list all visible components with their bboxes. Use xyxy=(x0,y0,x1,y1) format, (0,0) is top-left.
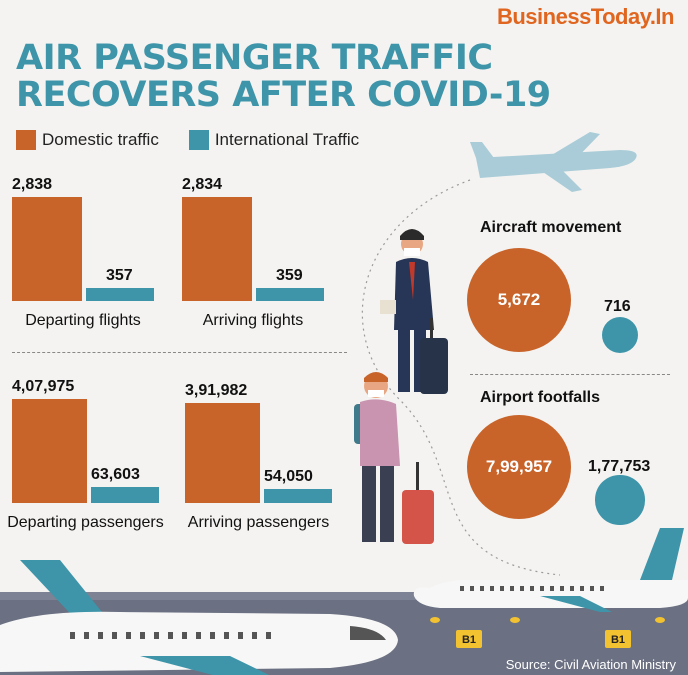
parked-airplane-icon xyxy=(413,528,688,612)
legend-swatch-domestic xyxy=(16,130,36,150)
brand-logo: BusinessToday.In xyxy=(496,4,675,29)
data-label-international: 359 xyxy=(276,266,303,284)
title-line-2: RECOVERS AFTER COVID-19 xyxy=(16,75,551,115)
bubble-domestic xyxy=(467,415,571,519)
data-label-domestic: 2,838 xyxy=(12,176,53,193)
page-title: AIR PASSENGER TRAFFIC RECOVERS AFTER COV… xyxy=(16,40,551,114)
category-label: Arriving flights xyxy=(202,312,304,329)
airport-footfalls-title: Airport footfalls xyxy=(480,389,600,406)
bubble-label-domestic: 5,672 xyxy=(497,290,541,309)
bar-international xyxy=(86,287,154,301)
bar-international xyxy=(91,486,159,503)
aircraft-movement-title: Aircraft movement xyxy=(480,219,622,236)
data-label-international: 357 xyxy=(106,266,133,284)
source-note: Source: Civil Aviation Ministry xyxy=(505,657,676,672)
bar-domestic xyxy=(182,197,252,301)
section-divider xyxy=(470,374,670,375)
section-divider xyxy=(12,352,347,353)
foreground-airplane-icon xyxy=(0,560,398,675)
bar-international xyxy=(264,489,332,503)
svg-text:B1: B1 xyxy=(462,634,476,646)
category-label: Departing passengers xyxy=(7,514,164,531)
data-label-international: 63,603 xyxy=(91,465,140,483)
runway-lights xyxy=(430,617,665,623)
data-label-domestic: 4,07,975 xyxy=(12,378,75,395)
data-label-domestic: 3,91,982 xyxy=(185,382,248,400)
bubble-label-international: 1,77,753 xyxy=(588,458,651,475)
tarmac-edge xyxy=(0,592,688,600)
legend-label-domestic: Domestic traffic xyxy=(42,130,159,149)
data-label-domestic: 2,834 xyxy=(182,176,223,194)
bubble-label-domestic: 7,99,957 xyxy=(485,457,553,476)
gate-sign-icon: B1 B1 xyxy=(456,630,631,648)
title-line-1: AIR PASSENGER TRAFFIC xyxy=(16,38,493,78)
legend: Domestic traffic International Traffic xyxy=(16,130,359,150)
bar-domestic xyxy=(12,197,82,301)
svg-text:B1: B1 xyxy=(611,634,625,646)
data-label-international: 54,050 xyxy=(264,468,313,486)
traveller-with-suitcase-icon xyxy=(354,372,434,544)
bar-international xyxy=(256,287,324,301)
businessman-icon xyxy=(380,229,448,394)
legend-label-international: International Traffic xyxy=(214,130,360,149)
category-label: Arriving passengers xyxy=(187,514,330,531)
category-label: Departing flights xyxy=(25,312,141,329)
legend-swatch-international xyxy=(188,130,209,150)
bubble-international xyxy=(595,475,645,525)
bubble-domestic xyxy=(467,248,571,352)
bubble-label-international: 716 xyxy=(604,298,631,315)
bubble-international xyxy=(601,316,639,354)
bar-domestic xyxy=(12,399,87,503)
airplane-icon xyxy=(470,132,637,192)
bar-domestic xyxy=(185,403,260,503)
